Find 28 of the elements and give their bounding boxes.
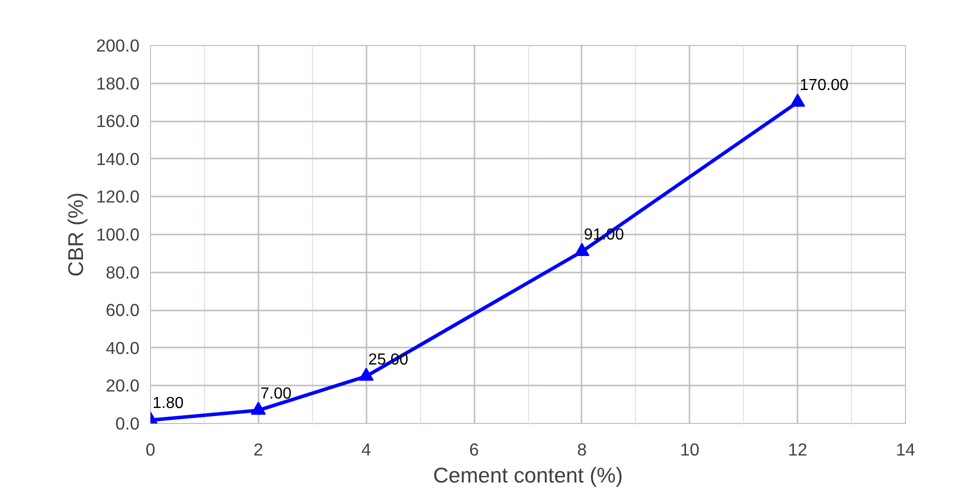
y-tick-label: 0.0 (115, 414, 140, 434)
y-tick-label: 60.0 (106, 300, 140, 320)
y-tick-label: 80.0 (106, 262, 140, 282)
y-tick-label: 100.0 (96, 224, 140, 244)
data-label: 7.00 (260, 385, 292, 402)
point (790, 94, 806, 107)
y-tick-label: 120.0 (96, 186, 140, 207)
y-axis-title: CBR (%) (64, 192, 88, 277)
y-tick-label: 140.0 (96, 148, 140, 169)
y-tick-label: 180.0 (96, 73, 140, 94)
x-tick-label: 4 (361, 440, 372, 460)
y-tick-label: 160.0 (96, 111, 140, 132)
x-tick-label: 14 (896, 440, 916, 460)
y-tick-label: 40.0 (106, 338, 140, 358)
point (358, 368, 374, 381)
x-tick-label: 8 (577, 440, 587, 460)
x-tick-label: 10 (680, 440, 700, 460)
x-tick-label: 0 (146, 440, 156, 460)
x-tick-label: 12 (788, 440, 808, 460)
x-axis-title: Cement content (%) (433, 464, 623, 488)
x-tick-label: 6 (469, 440, 479, 460)
data-label: 1.80 (152, 395, 184, 412)
y-tick-label: 200.0 (96, 36, 140, 56)
y-tick-label: 20.0 (106, 376, 140, 396)
x-tick-label: 2 (254, 440, 264, 460)
point (250, 402, 266, 415)
point (574, 242, 590, 256)
data-label: 170.00 (800, 77, 849, 94)
